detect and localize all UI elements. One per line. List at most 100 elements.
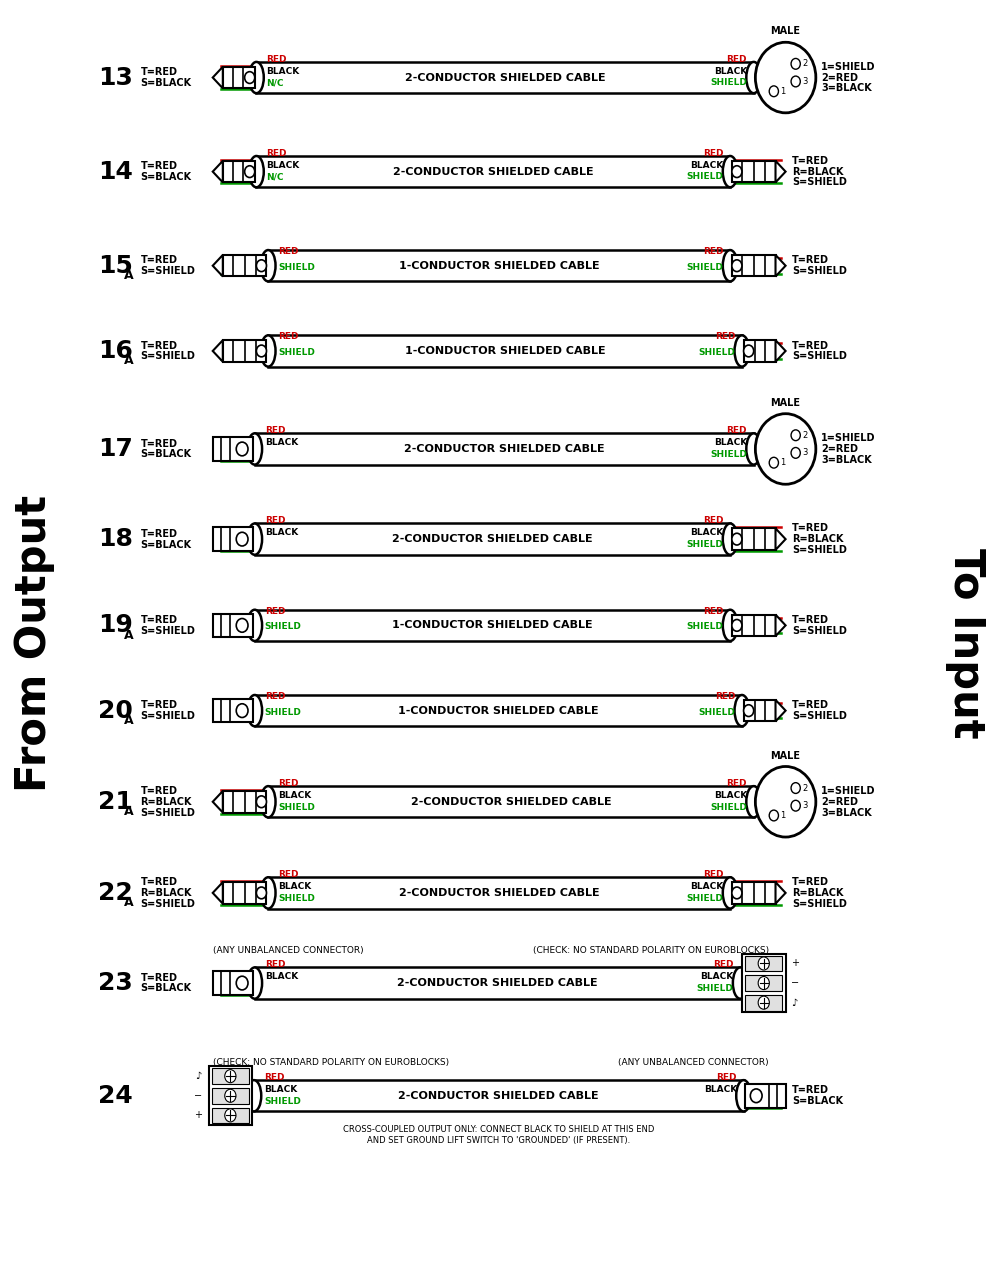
Text: BLACK: BLACK xyxy=(690,161,723,170)
Bar xyxy=(732,529,776,550)
Text: 23: 23 xyxy=(98,972,133,995)
Bar xyxy=(254,1080,744,1112)
Text: T=RED: T=RED xyxy=(140,878,177,887)
Text: RED: RED xyxy=(716,1073,737,1082)
Polygon shape xyxy=(776,161,786,183)
Circle shape xyxy=(769,457,778,468)
Ellipse shape xyxy=(249,156,264,188)
Bar xyxy=(255,610,730,641)
Text: 3=BLACK: 3=BLACK xyxy=(821,807,872,817)
Circle shape xyxy=(732,887,742,898)
Circle shape xyxy=(236,704,248,717)
Bar xyxy=(223,340,266,362)
Text: T=RED: T=RED xyxy=(140,67,177,77)
Text: SHIELD: SHIELD xyxy=(710,449,747,458)
Circle shape xyxy=(732,260,742,272)
Circle shape xyxy=(769,86,778,97)
Bar xyxy=(209,1067,252,1125)
Text: 14: 14 xyxy=(98,160,133,184)
Text: A: A xyxy=(124,806,134,819)
Text: SHIELD: SHIELD xyxy=(698,347,735,356)
Text: S=SHIELD: S=SHIELD xyxy=(140,898,195,909)
Circle shape xyxy=(744,705,754,717)
Text: 1-CONDUCTOR SHIELDED CABLE: 1-CONDUCTOR SHIELDED CABLE xyxy=(399,261,599,270)
Text: 2=RED: 2=RED xyxy=(821,797,858,807)
Text: BLACK: BLACK xyxy=(714,67,747,76)
Circle shape xyxy=(225,1069,236,1082)
Text: 2-CONDUCTOR SHIELDED CABLE: 2-CONDUCTOR SHIELDED CABLE xyxy=(405,72,605,82)
Text: SHIELD: SHIELD xyxy=(264,1097,301,1106)
Text: RED: RED xyxy=(265,426,285,435)
Text: T=RED: T=RED xyxy=(792,1085,829,1095)
Text: CROSS-COUPLED OUTPUT ONLY: CONNECT BLACK TO SHIELD AT THIS END
AND SET GROUND LI: CROSS-COUPLED OUTPUT ONLY: CONNECT BLACK… xyxy=(343,1125,654,1144)
Text: T=RED: T=RED xyxy=(792,878,829,887)
Circle shape xyxy=(750,1089,762,1103)
Bar xyxy=(745,956,782,972)
Text: SHIELD: SHIELD xyxy=(698,708,735,717)
Ellipse shape xyxy=(247,695,262,726)
Ellipse shape xyxy=(735,336,749,367)
Text: BLACK: BLACK xyxy=(278,882,311,891)
Text: 2-CONDUCTOR SHIELDED CABLE: 2-CONDUCTOR SHIELDED CABLE xyxy=(392,534,593,544)
Polygon shape xyxy=(213,792,223,812)
Text: RED: RED xyxy=(703,606,723,615)
Bar xyxy=(255,968,740,999)
Circle shape xyxy=(225,1109,236,1122)
Polygon shape xyxy=(776,882,786,903)
Text: T=RED: T=RED xyxy=(140,615,177,625)
Bar xyxy=(732,882,776,903)
Text: 17: 17 xyxy=(98,438,133,461)
Ellipse shape xyxy=(746,434,761,465)
Text: S=SHIELD: S=SHIELD xyxy=(792,710,847,721)
Circle shape xyxy=(245,166,255,178)
Ellipse shape xyxy=(723,156,738,188)
Polygon shape xyxy=(213,882,223,903)
Text: S=SHIELD: S=SHIELD xyxy=(792,266,847,277)
Text: S=SHIELD: S=SHIELD xyxy=(792,898,847,909)
Ellipse shape xyxy=(247,968,262,999)
Text: R=BLACK: R=BLACK xyxy=(792,166,844,176)
Bar xyxy=(213,614,253,637)
Bar xyxy=(223,255,266,277)
Text: SHIELD: SHIELD xyxy=(687,263,723,272)
Text: BLACK: BLACK xyxy=(278,790,311,799)
Circle shape xyxy=(791,448,800,458)
Text: S=BLACK: S=BLACK xyxy=(140,539,192,550)
Text: 1-CONDUCTOR SHIELDED CABLE: 1-CONDUCTOR SHIELDED CABLE xyxy=(398,705,599,716)
Text: SHIELD: SHIELD xyxy=(278,263,315,272)
Text: RED: RED xyxy=(703,247,723,256)
Bar xyxy=(223,792,266,812)
Text: A: A xyxy=(124,714,134,727)
Text: 2-CONDUCTOR SHIELDED CABLE: 2-CONDUCTOR SHIELDED CABLE xyxy=(397,978,598,988)
Text: From Output: From Output xyxy=(13,494,55,792)
Text: N/C: N/C xyxy=(266,172,284,181)
Text: BLACK: BLACK xyxy=(266,161,300,170)
Text: S=SHIELD: S=SHIELD xyxy=(140,710,195,721)
Text: RED: RED xyxy=(266,55,287,64)
Text: 1=SHIELD: 1=SHIELD xyxy=(821,62,875,72)
Circle shape xyxy=(256,260,266,272)
Bar xyxy=(223,161,255,183)
Text: 2=RED: 2=RED xyxy=(821,444,858,454)
Bar xyxy=(745,995,782,1010)
Text: R=BLACK: R=BLACK xyxy=(792,534,844,544)
Text: SHIELD: SHIELD xyxy=(687,622,723,631)
Text: T=RED: T=RED xyxy=(792,700,829,710)
Ellipse shape xyxy=(733,968,748,999)
Text: S=BLACK: S=BLACK xyxy=(792,1097,843,1106)
Ellipse shape xyxy=(746,786,761,817)
Bar xyxy=(213,438,253,461)
Text: 21: 21 xyxy=(98,790,133,813)
Text: MALE: MALE xyxy=(771,750,801,761)
Bar xyxy=(732,161,776,183)
Text: 2-CONDUCTOR SHIELDED CABLE: 2-CONDUCTOR SHIELDED CABLE xyxy=(411,797,611,807)
Text: S=SHIELD: S=SHIELD xyxy=(140,625,195,636)
Circle shape xyxy=(732,533,742,544)
Text: A: A xyxy=(124,628,134,642)
Bar xyxy=(745,1084,786,1108)
Text: −: − xyxy=(791,978,799,988)
Text: 1-CONDUCTOR SHIELDED CABLE: 1-CONDUCTOR SHIELDED CABLE xyxy=(405,346,605,356)
Text: 16: 16 xyxy=(98,338,133,363)
Text: SHIELD: SHIELD xyxy=(278,893,315,902)
Circle shape xyxy=(758,977,769,990)
